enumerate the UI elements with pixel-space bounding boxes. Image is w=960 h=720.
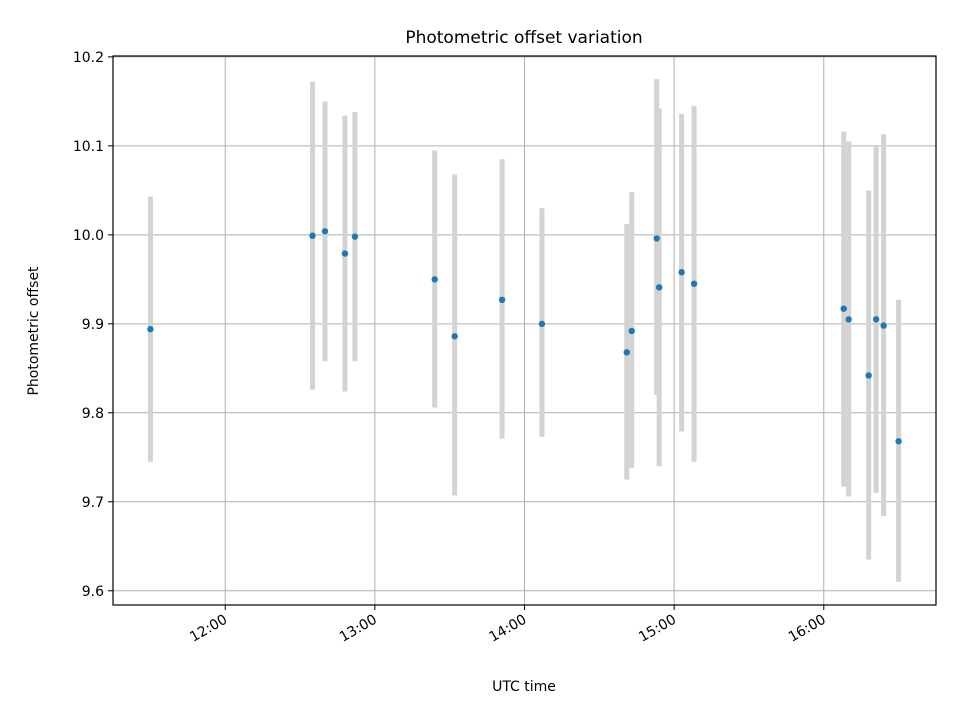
y-tick-label: 10.1 bbox=[73, 139, 104, 155]
data-point bbox=[655, 284, 663, 291]
y-tick-label: 9.7 bbox=[82, 495, 104, 511]
data-point bbox=[690, 280, 698, 287]
data-point bbox=[321, 228, 329, 235]
y-tick-label: 10.2 bbox=[73, 50, 104, 66]
chart-title: Photometric offset variation bbox=[405, 28, 642, 48]
data-point bbox=[431, 276, 438, 283]
data-point bbox=[351, 233, 359, 240]
data-point bbox=[840, 305, 847, 312]
data-point bbox=[872, 316, 880, 323]
data-point bbox=[451, 333, 458, 340]
y-tick-label: 9.9 bbox=[82, 317, 104, 333]
data-point bbox=[880, 322, 887, 329]
data-point bbox=[498, 296, 506, 304]
data-point bbox=[623, 349, 630, 356]
data-point bbox=[895, 438, 902, 445]
x-axis-label: UTC time bbox=[492, 679, 556, 695]
y-tick-label: 10.0 bbox=[73, 228, 104, 244]
data-point bbox=[147, 325, 154, 333]
y-tick-label: 9.8 bbox=[82, 406, 104, 422]
y-axis: 9.6 9.7 9.8 9.9 10.0 10.1 10.2 bbox=[73, 50, 113, 600]
data-point bbox=[653, 235, 660, 242]
data-points bbox=[147, 228, 902, 445]
data-point bbox=[309, 232, 316, 239]
y-axis-label: Photometric offset bbox=[26, 266, 42, 396]
data-point bbox=[341, 250, 349, 257]
data-point bbox=[538, 320, 546, 328]
data-point bbox=[845, 316, 852, 323]
y-tick-label: 9.6 bbox=[82, 584, 104, 600]
data-point bbox=[678, 269, 685, 276]
data-point bbox=[865, 372, 872, 379]
grid bbox=[113, 56, 936, 605]
data-point bbox=[628, 327, 635, 335]
